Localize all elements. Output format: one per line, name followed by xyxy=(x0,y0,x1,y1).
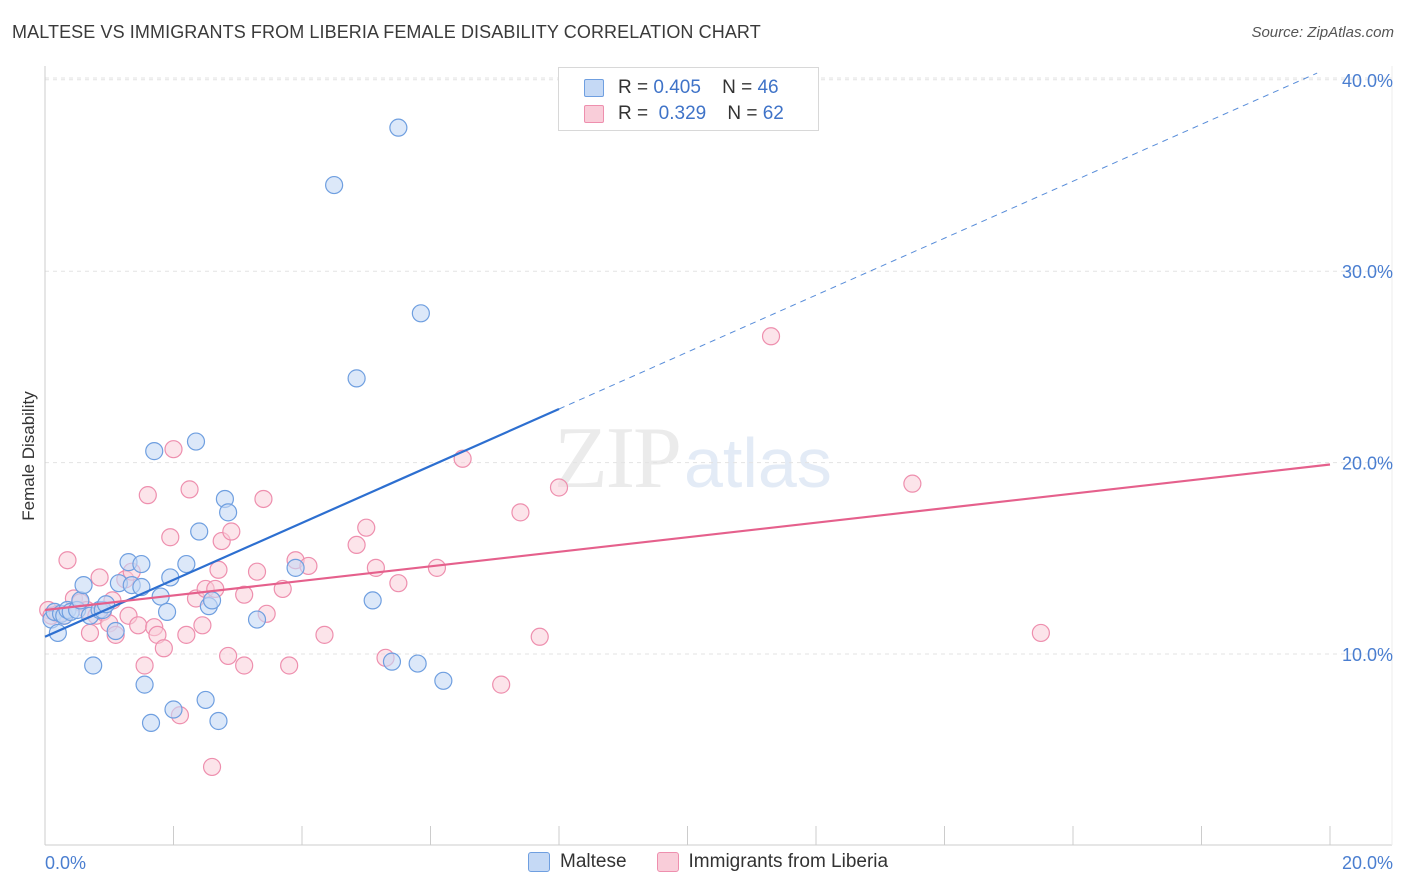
maltese-point xyxy=(164,700,183,719)
liberia-point xyxy=(254,489,273,509)
stats-legend: R = 0.405 N = 46 R = 0.329 N = 62 xyxy=(558,67,819,131)
liberia-point xyxy=(1031,623,1050,643)
series-swatch-liberia xyxy=(656,852,679,872)
chart-title: MALTESE VS IMMIGRANTS FROM LIBERIA FEMAL… xyxy=(12,22,761,42)
liberia-point xyxy=(161,528,180,547)
liberia-point xyxy=(202,757,222,777)
maltese-point xyxy=(434,671,453,690)
axis-layer xyxy=(44,66,1393,846)
series-name-maltese: Maltese xyxy=(560,851,627,872)
maltese-point xyxy=(219,503,238,522)
legend-n-value: 46 xyxy=(757,77,779,98)
series-liberia-points xyxy=(39,327,1050,777)
maltese-point xyxy=(135,675,154,694)
label-layer: 10.0% 20.0% 30.0% 40.0% 0.0% 20.0% Female Disa… xyxy=(19,71,1393,873)
legend-row-liberia: R = 0.329 N = 62 xyxy=(584,102,784,126)
maltese-point xyxy=(202,591,222,610)
legend-r-value: 0.329 xyxy=(658,103,707,124)
legend-n-label: N = xyxy=(727,103,758,124)
y-tick-label: 30.0% xyxy=(1342,262,1393,282)
x-tick-label: 0.0% xyxy=(45,853,86,873)
liberia-point xyxy=(389,574,408,593)
maltese-point xyxy=(74,575,93,595)
trend-layer xyxy=(44,72,1331,638)
legend-row-maltese: R = 0.405 N = 46 xyxy=(584,76,779,100)
maltese-point xyxy=(382,652,402,671)
grid-layer xyxy=(45,77,1392,655)
liberia-point xyxy=(90,568,109,587)
liberia-point xyxy=(492,675,511,694)
liberia-point xyxy=(154,639,173,658)
liberia-point xyxy=(235,585,254,604)
maltese-point xyxy=(132,554,151,574)
maltese-point xyxy=(389,118,408,137)
legend-swatch-liberia xyxy=(584,105,604,123)
series-legend-maltese[interactable]: Maltese xyxy=(528,851,627,873)
liberia-point xyxy=(58,551,77,570)
maltese-point xyxy=(286,558,305,577)
source-label: Source: ZipAtlas.com xyxy=(1251,24,1394,41)
x-tick-label: 20.0% xyxy=(1342,853,1393,873)
liberia-point xyxy=(180,480,199,499)
maltese-point xyxy=(209,711,228,731)
maltese-point xyxy=(347,369,366,388)
liberia-point xyxy=(903,474,922,493)
maltese-point xyxy=(106,621,125,641)
maltese-point xyxy=(84,656,103,675)
liberia-point xyxy=(549,478,569,497)
legend-n-label: N = xyxy=(722,77,753,98)
liberia-point xyxy=(761,327,781,346)
maltese-point xyxy=(177,554,196,574)
legend-r-label: R = xyxy=(618,103,649,124)
y-axis-label: Female Disability xyxy=(19,391,38,521)
maltese-point xyxy=(196,690,215,710)
liberia-point xyxy=(347,535,366,555)
liberia-point xyxy=(530,627,549,646)
y-tick-label: 20.0% xyxy=(1342,454,1393,474)
legend-r-value: 0.405 xyxy=(653,77,701,98)
series-maltese-points xyxy=(42,118,453,733)
liberia-point xyxy=(357,518,376,537)
maltese-point xyxy=(157,602,177,621)
liberia-trendline xyxy=(44,463,1331,612)
liberia-point xyxy=(193,616,212,635)
maltese-point xyxy=(190,522,209,541)
liberia-point xyxy=(315,625,334,644)
legend-r-label: R = xyxy=(618,77,649,98)
liberia-point xyxy=(164,440,183,459)
liberia-point xyxy=(222,522,241,541)
maltese-point xyxy=(363,591,382,610)
liberia-point xyxy=(427,558,447,577)
maltese-point xyxy=(145,442,164,461)
maltese-trendline xyxy=(44,408,560,638)
liberia-point xyxy=(219,646,238,666)
liberia-point xyxy=(280,656,299,675)
maltese-point xyxy=(186,432,206,451)
legend-swatch-maltese xyxy=(584,79,604,97)
liberia-point xyxy=(80,623,100,643)
liberia-point xyxy=(209,560,228,579)
maltese-point xyxy=(141,713,161,733)
maltese-point xyxy=(411,304,430,323)
liberia-point xyxy=(273,579,292,599)
y-tick-label: 40.0% xyxy=(1342,71,1393,91)
liberia-point xyxy=(247,562,267,581)
maltese-point xyxy=(325,175,344,195)
liberia-point xyxy=(135,656,154,675)
series-swatch-maltese xyxy=(528,852,550,872)
series-name-liberia: Immigrants from Liberia xyxy=(688,851,889,872)
y-tick-label: 10.0% xyxy=(1342,645,1393,665)
liberia-point xyxy=(511,503,530,522)
series-legend: Maltese Immigrants from Liberia xyxy=(528,851,918,873)
watermark-zip: ZIP xyxy=(554,410,682,507)
series-legend-liberia[interactable]: Immigrants from Liberia xyxy=(656,851,889,873)
liberia-point xyxy=(177,625,196,644)
maltese-point xyxy=(247,610,267,629)
liberia-point xyxy=(235,656,254,675)
liberia-point xyxy=(129,616,148,635)
maltese-point xyxy=(408,654,427,673)
liberia-point xyxy=(138,486,157,505)
legend-n-value: 62 xyxy=(762,103,784,124)
